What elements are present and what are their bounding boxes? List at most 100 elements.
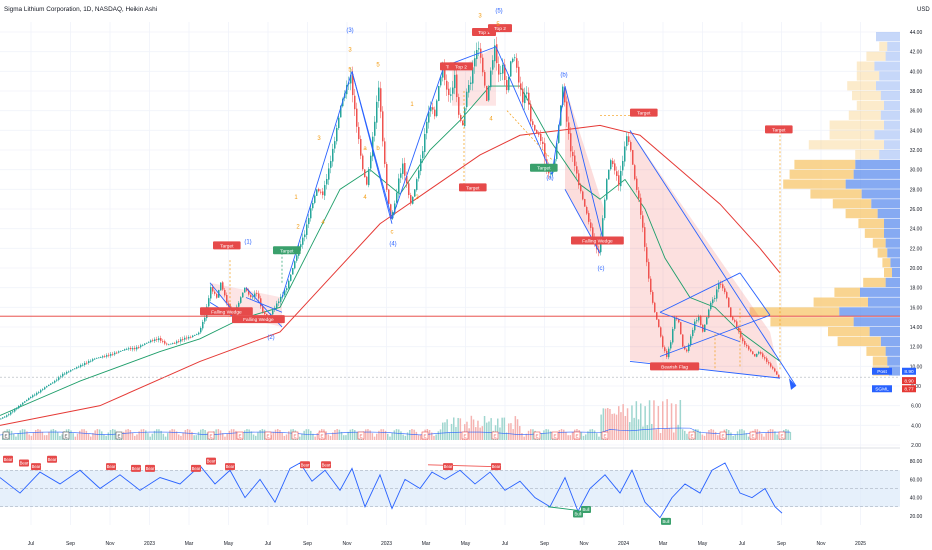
candle-body — [174, 342, 176, 344]
volume-profile-bar — [855, 150, 880, 160]
volume-bar — [178, 434, 180, 440]
label-box — [650, 362, 700, 371]
currency-label[interactable]: USD — [917, 7, 930, 13]
candle-body — [228, 303, 230, 307]
volume-bar — [767, 430, 770, 440]
volume-bar — [739, 429, 741, 440]
volume-bar — [435, 434, 437, 440]
volume-profile-bar — [884, 218, 900, 229]
volume-bar — [479, 427, 481, 440]
volume-profile-bar — [852, 91, 881, 101]
price-tick-label: 26.00 — [910, 207, 923, 213]
candle-body — [740, 331, 742, 338]
pattern-line — [391, 66, 445, 219]
earnings-text: E — [4, 434, 7, 439]
pattern-line — [281, 71, 353, 298]
price-series — [0, 36, 780, 420]
candle-body — [436, 100, 438, 117]
pattern-label: Target — [765, 125, 793, 134]
volume-bar — [349, 429, 352, 440]
volume-profile-bar — [871, 199, 900, 209]
volume-bar — [596, 433, 598, 440]
volume-bar — [532, 429, 534, 440]
price-tag: 8.77 — [902, 385, 916, 393]
earnings-marker: E — [533, 431, 541, 440]
label-text: Top 2 — [455, 64, 467, 70]
candle-body — [248, 290, 250, 295]
signal-box — [3, 455, 13, 463]
volume-bar — [406, 432, 409, 440]
candle-body — [562, 86, 564, 105]
volume-profile-bar — [874, 61, 900, 71]
pattern-line — [551, 86, 566, 175]
volume-profile-bar — [863, 277, 886, 288]
volume-bar — [637, 419, 640, 440]
label-text: Tir — [446, 64, 452, 70]
volume-bar — [457, 417, 459, 440]
volume-bar — [444, 422, 446, 440]
volume-profile-bar — [887, 356, 900, 366]
volume-bar — [670, 403, 673, 440]
volume-bar — [501, 417, 503, 440]
volume-profile-bar — [879, 41, 888, 52]
volume-bar — [191, 431, 193, 440]
volume-bar — [259, 429, 261, 440]
volume-bar — [343, 435, 345, 440]
earnings-box — [719, 431, 727, 440]
volume-bar — [633, 417, 635, 440]
candle-body — [158, 338, 160, 341]
candle-body — [318, 188, 320, 192]
candle-body — [674, 317, 676, 329]
wave-label: 1 — [410, 102, 414, 108]
rsi-signal: Bear — [206, 457, 216, 465]
price-tick-label: 30.00 — [910, 168, 923, 174]
volume-bar — [59, 435, 61, 440]
candle-body — [32, 395, 34, 398]
candle-body — [124, 349, 126, 351]
candle-body — [646, 247, 648, 263]
candle-body — [170, 343, 172, 345]
volume-bar — [246, 429, 248, 440]
volume-bar — [142, 429, 145, 440]
volume-bar — [662, 401, 664, 440]
candle-body — [774, 368, 776, 372]
volume-bar — [8, 429, 11, 440]
candle-body — [472, 67, 474, 84]
candle-body — [682, 334, 684, 347]
candle-body — [636, 178, 638, 190]
candle-body — [762, 353, 764, 357]
volume-bar — [393, 430, 396, 440]
volume-bar — [743, 430, 745, 440]
pattern-line — [739, 272, 771, 316]
pattern-label: Target — [530, 163, 558, 172]
candle-body — [144, 343, 146, 345]
candle-body — [184, 337, 186, 340]
volume-bar — [39, 429, 41, 440]
rsi-signal: Bull — [573, 510, 583, 518]
volume-bar — [171, 429, 173, 440]
volume-bar — [26, 431, 28, 440]
candle-body — [108, 354, 110, 356]
candle-body — [406, 176, 408, 184]
volume-profile-bar — [885, 277, 900, 288]
volume-bar — [620, 412, 622, 440]
volume-bar — [765, 433, 767, 440]
candle-body — [208, 298, 210, 307]
signal-box — [573, 510, 583, 518]
candle-body — [44, 387, 46, 390]
volume-bar — [325, 431, 327, 440]
wave-label: (c) — [598, 266, 605, 272]
volume-bar — [354, 430, 356, 440]
candle-body — [770, 363, 772, 367]
candle-body — [642, 215, 644, 228]
volume-bar — [131, 432, 134, 440]
volume-bar — [761, 433, 763, 440]
earnings-text: E — [721, 434, 724, 439]
price-tick-label: 4.00 — [911, 423, 921, 429]
label-box — [200, 307, 253, 316]
volume-profile-bar — [783, 179, 846, 189]
candle-body — [76, 367, 78, 369]
candle-body — [648, 261, 650, 279]
candle-body — [190, 336, 192, 338]
volume-profile-bar — [794, 159, 856, 170]
